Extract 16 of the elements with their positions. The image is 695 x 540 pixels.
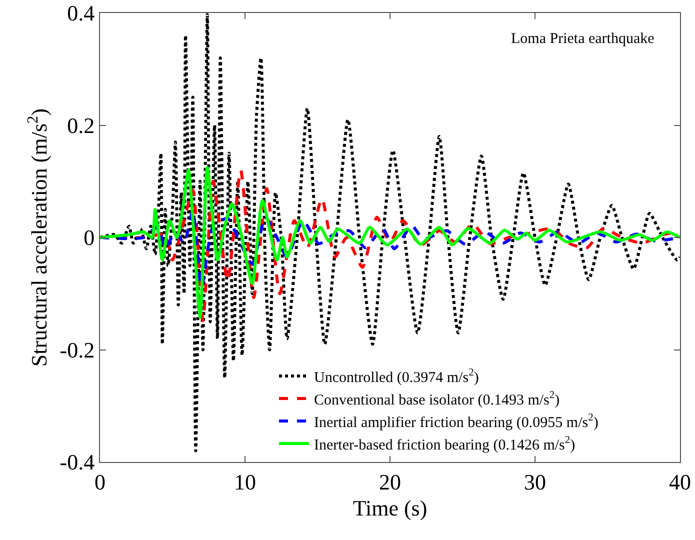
line-series: [100, 13, 680, 452]
y-tick-label: 0: [84, 225, 95, 250]
legend-label: Inerter-based friction bearing (0.1426 m/s$^{2}$): [314, 435, 576, 454]
x-axis-title: Time (s): [352, 495, 428, 520]
legend-label: Uncontrolled (0.3974 m/s$^{2}$): [314, 368, 479, 386]
y-tick-label: -0.4: [60, 450, 95, 475]
x-tick-label: 20: [379, 469, 401, 494]
x-tick-label: 10: [234, 469, 256, 494]
y-tick-label: 0.2: [67, 112, 95, 138]
y-tick-label: -0.2: [60, 337, 95, 362]
x-tick-label: 30: [524, 469, 546, 494]
legend-label: Inertial amplifier friction bearing (0.0955 m/s$^{2}$): [314, 412, 598, 431]
y-tick-label: 0.4: [67, 0, 95, 26]
annotation: Loma Prieta earthquake: [511, 31, 655, 47]
legend-label: Conventional base isolator (0.1493 m/s$^{2}$): [314, 390, 560, 408]
x-tick-label: 40: [669, 469, 691, 494]
